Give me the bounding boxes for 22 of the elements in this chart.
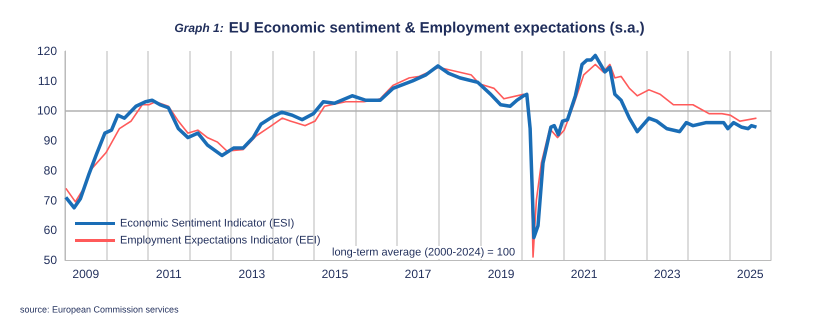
x-tick-label: 2025 <box>736 267 764 281</box>
x-tick-label: 2021 <box>570 267 598 281</box>
y-tick-label: 60 <box>44 223 58 238</box>
legend-label: Economic Sentiment Indicator (ESI) <box>120 218 294 230</box>
annotation: long-term average (2000-2024) = 100 <box>332 246 516 258</box>
source-note: source: European Commission services <box>20 304 180 314</box>
legend-label: Employment Expectations Indicator (EEI) <box>120 234 321 246</box>
y-tick-label: 100 <box>36 104 58 118</box>
y-tick-label: 90 <box>44 134 58 148</box>
x-tick-label: 2023 <box>654 267 681 281</box>
x-tick-label: 2013 <box>238 267 266 281</box>
x-tick-label: 2015 <box>322 267 349 281</box>
chart-title: Graph 1: EU Economic sentiment & Employment expectations (s.a.) <box>174 20 645 36</box>
y-tick-label: 50 <box>44 253 58 267</box>
y-tick-label: 80 <box>44 163 58 178</box>
x-tick-label: 2019 <box>488 267 515 281</box>
y-tick-label: 120 <box>36 44 58 58</box>
x-tick-label: 2011 <box>156 267 182 281</box>
y-tick-label: 70 <box>44 193 58 208</box>
x-tick-label: 2017 <box>404 267 432 281</box>
y-tick-label: 110 <box>38 74 58 88</box>
x-tick-label: 2009 <box>72 267 100 281</box>
